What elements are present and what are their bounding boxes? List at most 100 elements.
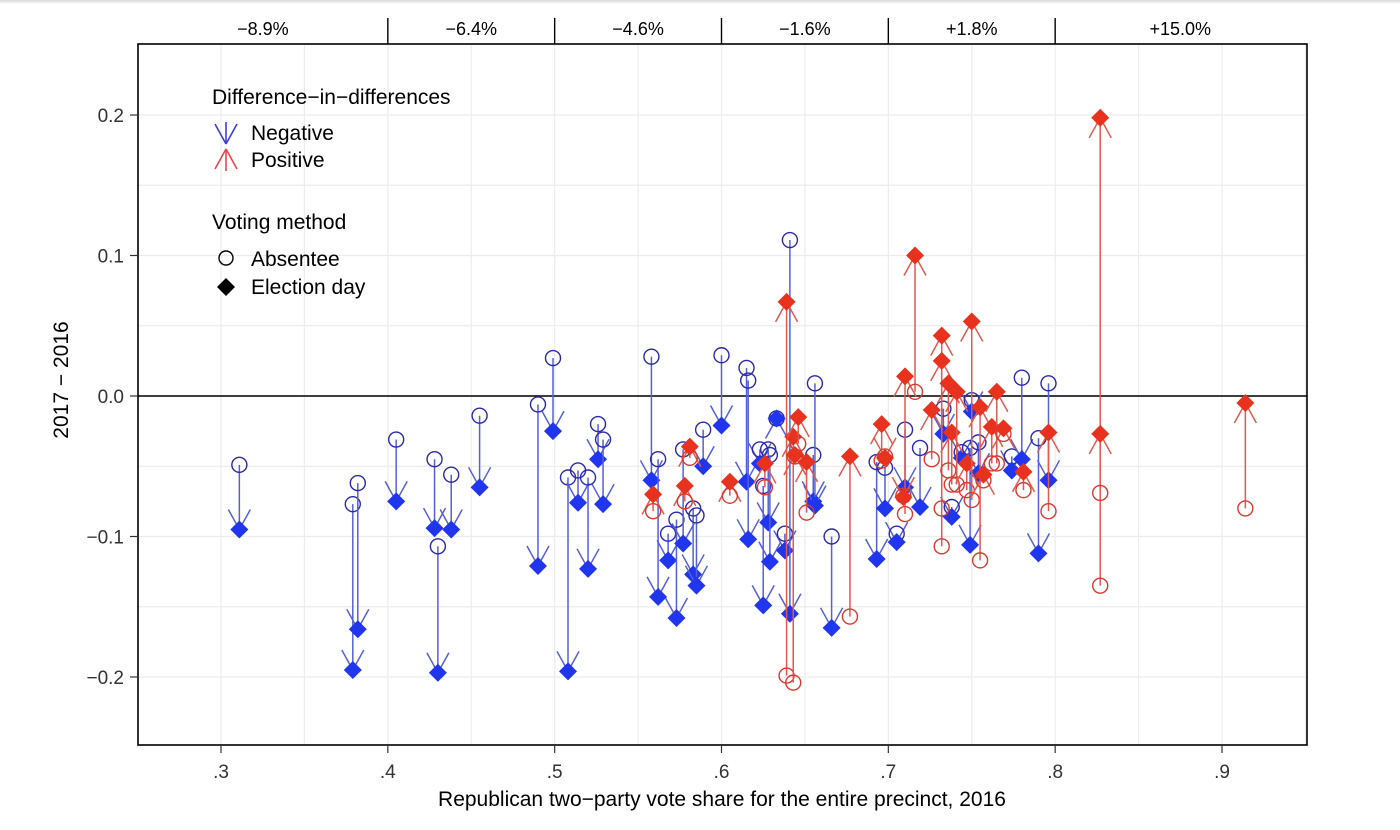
election-day-point — [755, 454, 774, 473]
absentee-point — [1092, 577, 1109, 594]
x-tick-label: .4 — [380, 762, 396, 783]
precinct-pair — [426, 538, 450, 682]
filled-diamond-icon — [217, 278, 235, 296]
precinct-pair — [903, 246, 927, 400]
bin-label: −1.6% — [779, 19, 831, 39]
precinct-pair — [1088, 424, 1112, 502]
precinct-pair — [541, 349, 565, 441]
election-day-point — [428, 663, 447, 682]
x-axis: .3 .4 .5 .6 .7 .8 .9 — [213, 745, 1230, 783]
election-day-point — [642, 471, 661, 490]
bin-label: +15.0% — [1150, 19, 1212, 39]
absentee-point — [790, 435, 807, 452]
election-day-point — [348, 620, 367, 639]
precinct-pair — [576, 469, 600, 578]
precinct-pair — [940, 496, 964, 526]
absentee-point — [971, 552, 989, 569]
legend-title-did: Difference−in−differences — [212, 86, 451, 109]
election-day-point — [780, 604, 799, 623]
precinct-pair — [751, 477, 775, 615]
precinct-pair — [646, 451, 670, 606]
absentee-point — [668, 511, 685, 528]
absentee-point — [923, 451, 940, 468]
election-day-point — [777, 292, 796, 311]
legend-label-absentee: Absentee — [251, 248, 340, 271]
absentee-point — [443, 466, 460, 483]
y-tick-label: −0.2 — [86, 668, 124, 689]
absentee-point — [963, 491, 980, 509]
election-day-point — [667, 608, 686, 627]
absentee-point — [906, 383, 924, 400]
absentee-point — [738, 359, 755, 377]
bin-label: −4.6% — [612, 19, 664, 39]
window-top-shadow — [0, 0, 1400, 4]
absentee-point — [426, 451, 443, 468]
y-tick-label: 0.2 — [98, 106, 124, 127]
election-day-point — [680, 437, 699, 456]
election-day-point — [1014, 462, 1033, 481]
series-positive — [641, 108, 1258, 691]
election-day-point — [872, 415, 891, 434]
absentee-point — [970, 434, 987, 451]
election-day-point — [875, 499, 894, 518]
absentee-point — [823, 528, 840, 545]
absentee-point — [643, 348, 660, 365]
absentee-point — [1015, 481, 1032, 499]
election-day-point — [559, 662, 578, 681]
y-tick-label: 0.1 — [98, 247, 124, 268]
precinct-pair — [1011, 462, 1036, 499]
precinct-pair — [794, 453, 819, 521]
absentee-point — [806, 375, 824, 392]
election-day-point — [442, 520, 461, 539]
absentee-point — [755, 477, 772, 495]
election-day-point — [896, 367, 915, 386]
bin-label: −8.9% — [237, 19, 289, 39]
absentee-point — [756, 479, 774, 496]
precinct-pair — [960, 312, 984, 509]
election-day-point — [579, 559, 598, 578]
election-day-point — [1236, 394, 1255, 413]
election-day-point — [674, 534, 693, 553]
election-day-point — [649, 587, 668, 606]
precinct-pair — [467, 407, 492, 497]
absentee-point — [739, 372, 757, 389]
precinct-pair — [753, 454, 777, 496]
absentee-point — [349, 474, 367, 492]
absentee-point — [781, 231, 799, 249]
absentee-point — [785, 674, 802, 691]
precinct-pair — [1233, 394, 1258, 517]
election-day-point — [789, 408, 808, 427]
election-day-point — [543, 422, 562, 441]
precinct-pair — [764, 409, 789, 439]
precinct-pair — [885, 521, 909, 552]
absentee-point — [933, 538, 950, 555]
absentee-point — [948, 476, 965, 493]
election-day-point — [887, 533, 906, 552]
election-day-point — [1039, 423, 1058, 442]
precinct-pair — [526, 396, 550, 576]
precinct-pair — [920, 401, 944, 468]
absentee-point — [1237, 500, 1254, 517]
precinct-pair — [422, 451, 447, 538]
precinct-pair — [439, 466, 463, 539]
absentee-point — [529, 396, 547, 413]
precinct-pair — [1088, 108, 1112, 594]
precinct-pair — [566, 462, 590, 512]
legend-label-positive: Positive — [251, 149, 325, 172]
precinct-pair — [803, 375, 827, 515]
precinct-pair — [384, 431, 408, 511]
election-day-point — [932, 326, 951, 345]
bin-label: +1.8% — [946, 19, 998, 39]
legend-label-negative: Negative — [251, 122, 334, 145]
precinct-pair — [678, 437, 702, 467]
precinct-pair — [734, 359, 759, 491]
absentee-point — [471, 407, 488, 424]
election-day-point — [987, 382, 1006, 401]
precinct-pair — [908, 439, 932, 516]
precinct-pair — [684, 507, 709, 595]
election-day-point — [906, 246, 925, 265]
precinct-pair — [341, 495, 365, 679]
absentee-point — [943, 476, 960, 493]
absentee-point — [776, 525, 794, 542]
absentee-point — [896, 505, 914, 523]
